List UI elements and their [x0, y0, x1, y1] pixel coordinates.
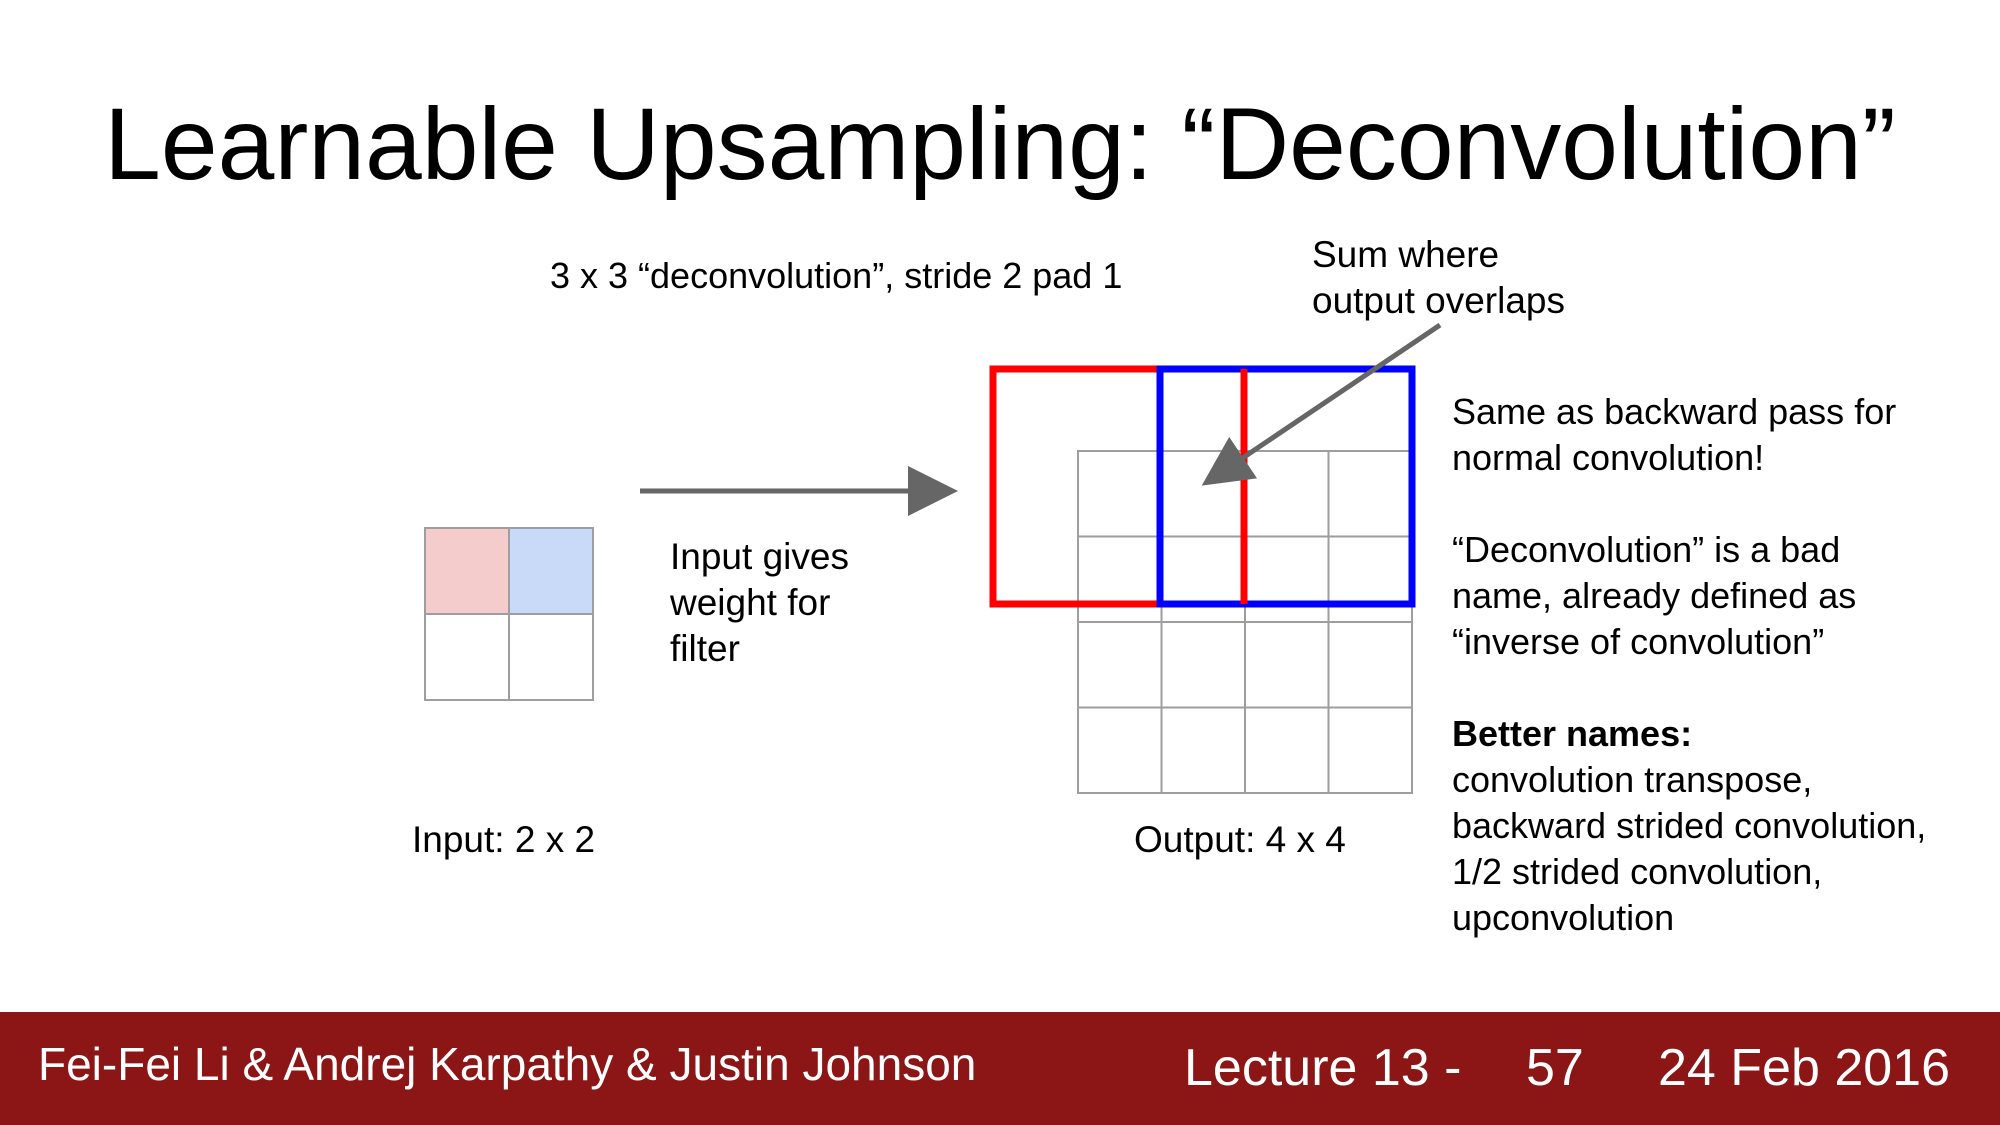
- footer-lecture: Lecture 13 -: [1184, 1039, 1462, 1097]
- overlap-arrow: [1201, 322, 1442, 486]
- input-weight-note-line: weight for: [670, 582, 831, 623]
- note-line: “Deconvolution” is a bad: [1452, 529, 1841, 570]
- note-bad-name: “Deconvolution” is a bad name, already d…: [1452, 527, 1992, 665]
- note-line: upconvolution: [1452, 897, 1675, 938]
- input-size-label: Input: 2 x 2: [412, 819, 596, 860]
- note-line: “inverse of convolution”: [1452, 621, 1825, 662]
- input-cell: [425, 614, 509, 700]
- note-line: backward strided convolution,: [1452, 805, 1927, 846]
- overlap-callout-line: output overlaps: [1312, 280, 1566, 321]
- output-size-label: Output: 4 x 4: [1134, 819, 1346, 860]
- input-cell: [509, 614, 593, 700]
- footer-date: 24 Feb 2016: [1658, 1039, 1951, 1097]
- overlap-callout-line: Sum where: [1312, 234, 1500, 275]
- blue-filter-footprint: [1156, 365, 1416, 608]
- input-weight-note-line: filter: [670, 628, 740, 669]
- red-filter-footprint: [989, 365, 1248, 608]
- overlap-callout: Sum where output overlaps: [1312, 232, 1565, 324]
- note-line: 1/2 strided convolution,: [1452, 851, 1823, 892]
- better-names-heading: Better names:: [1452, 713, 1693, 754]
- note-line: normal convolution!: [1452, 437, 1765, 478]
- input-cell-red: [425, 528, 509, 614]
- deconv-params-label: 3 x 3 “deconvolution”, stride 2 pad 1: [550, 255, 1123, 296]
- input-weight-note-line: Input gives: [670, 536, 849, 577]
- note-line: name, already defined as: [1452, 575, 1857, 616]
- note-better-names: Better names: convolution transpose, bac…: [1452, 711, 1992, 941]
- slide-footer: Fei-Fei Li & Andrej Karpathy & Justin Jo…: [0, 1012, 2000, 1125]
- note-backward-pass: Same as backward pass for normal convolu…: [1452, 389, 1992, 481]
- side-notes: Same as backward pass for normal convolu…: [1452, 389, 1992, 987]
- note-line: Same as backward pass for: [1452, 391, 1897, 432]
- footer-page-number: 57: [1526, 1039, 1584, 1097]
- footer-authors: Fei-Fei Li & Andrej Karpathy & Justin Jo…: [38, 1038, 977, 1090]
- input-weight-note: Input gives weight for filter: [670, 534, 849, 672]
- note-line: convolution transpose,: [1452, 759, 1813, 800]
- input-cell-blue: [509, 528, 593, 614]
- input-grid: [424, 527, 594, 701]
- deconvolution-diagram: [424, 322, 1442, 794]
- slide-title: Learnable Upsampling: “Deconvolution”: [104, 87, 1896, 201]
